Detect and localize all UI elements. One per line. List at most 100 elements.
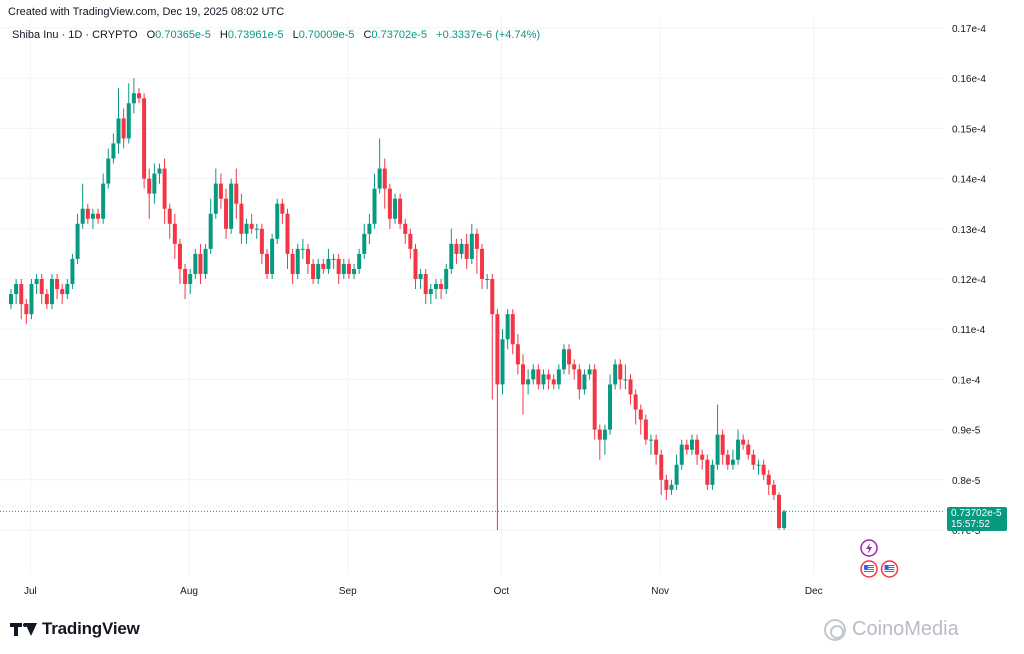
candle — [367, 213, 372, 244]
candle — [526, 369, 531, 395]
candle — [695, 434, 700, 465]
candle — [213, 168, 218, 219]
candle — [597, 424, 602, 460]
candle — [167, 203, 172, 239]
candle — [239, 193, 244, 244]
candle — [142, 93, 147, 189]
candle — [679, 439, 684, 470]
candle — [582, 369, 587, 395]
watermark-icon — [824, 618, 846, 641]
candle — [756, 459, 761, 475]
candle — [771, 479, 776, 500]
candle — [633, 389, 638, 425]
candle — [101, 173, 106, 224]
candle — [387, 183, 392, 229]
candle — [96, 208, 101, 224]
bar-countdown: 15:57:52 — [951, 519, 990, 530]
candle — [106, 148, 111, 189]
y-tick-label: 0.13e-4 — [952, 225, 986, 236]
candle — [439, 279, 444, 300]
candle — [454, 238, 459, 264]
candle — [121, 108, 126, 149]
candle — [300, 238, 305, 259]
y-tick-label: 0.15e-4 — [952, 124, 986, 135]
candle — [689, 434, 694, 455]
change-value: +0.3337e-6 (+4.74%) — [436, 29, 541, 41]
candle — [433, 279, 438, 300]
price-axis[interactable]: 0.17e-4 0.16e-4 0.15e-4 0.14e-4 0.13e-4 0.12e… — [952, 24, 986, 537]
candle — [14, 279, 19, 305]
y-tick-label: 0.12e-4 — [952, 275, 986, 286]
symbol-legend: Shiba Inu · 1D · CRYPTO O0.70365e-5 H0.7… — [12, 29, 540, 41]
candle — [80, 183, 85, 229]
candle — [638, 404, 643, 435]
candle — [541, 369, 546, 390]
candle — [316, 258, 321, 285]
candle — [592, 364, 597, 440]
y-tick-label: 0.7e-5 — [952, 526, 981, 537]
candle — [587, 364, 592, 380]
candle — [551, 374, 556, 390]
time-axis[interactable]: Jul Aug Sep Oct Nov Dec — [24, 586, 823, 597]
candle — [311, 258, 316, 285]
y-tick-label: 0.16e-4 — [952, 74, 986, 85]
candle — [183, 263, 188, 300]
x-tick-label: Oct — [494, 586, 510, 597]
candle — [229, 178, 234, 234]
candle — [147, 168, 152, 219]
candle — [521, 354, 525, 415]
candle — [24, 299, 29, 325]
candle — [295, 243, 300, 279]
candle — [418, 268, 423, 290]
candle — [321, 258, 326, 274]
candle — [761, 459, 766, 480]
candle — [413, 243, 418, 290]
candle — [480, 243, 485, 290]
candle — [203, 243, 208, 279]
candle — [346, 258, 351, 279]
candle — [423, 268, 428, 305]
candle — [408, 228, 413, 259]
candle — [730, 449, 735, 470]
candle — [234, 168, 239, 219]
candle — [336, 253, 341, 285]
candle — [193, 248, 198, 279]
us-flag-event-icon[interactable] — [880, 560, 899, 578]
candle — [254, 223, 259, 239]
events — [860, 539, 899, 578]
candle — [75, 213, 80, 264]
candle — [198, 243, 203, 285]
candle — [500, 329, 505, 395]
candle — [90, 208, 95, 229]
close-label: C — [363, 29, 372, 41]
y-tick-label: 0.11e-4 — [952, 325, 986, 336]
candle — [515, 334, 520, 375]
created-with-text: Created with TradingView.com, Dec 19, 20… — [8, 6, 285, 18]
tradingview-logo[interactable]: TradingView — [10, 619, 140, 639]
candle — [531, 364, 536, 385]
candle — [746, 439, 751, 460]
candle — [188, 268, 193, 295]
candle — [705, 454, 710, 490]
candle — [275, 198, 280, 244]
us-flag-event-icon[interactable] — [860, 560, 878, 578]
x-tick-label: Dec — [805, 586, 823, 597]
candle — [403, 218, 408, 244]
candle — [710, 459, 715, 490]
candle — [326, 248, 331, 274]
candle — [490, 273, 495, 400]
candle — [444, 263, 449, 295]
low-value: 0.70009e-5 — [298, 29, 355, 41]
candle — [469, 223, 474, 264]
candle — [331, 253, 336, 269]
watermark: CoinoMedia — [824, 618, 959, 641]
candle — [137, 88, 141, 104]
candle — [474, 228, 479, 274]
candle — [459, 238, 464, 259]
lightning-event-icon[interactable] — [860, 539, 878, 557]
candle — [19, 279, 24, 320]
candle — [720, 429, 725, 465]
low-label: L — [292, 29, 299, 41]
candle — [495, 309, 500, 530]
